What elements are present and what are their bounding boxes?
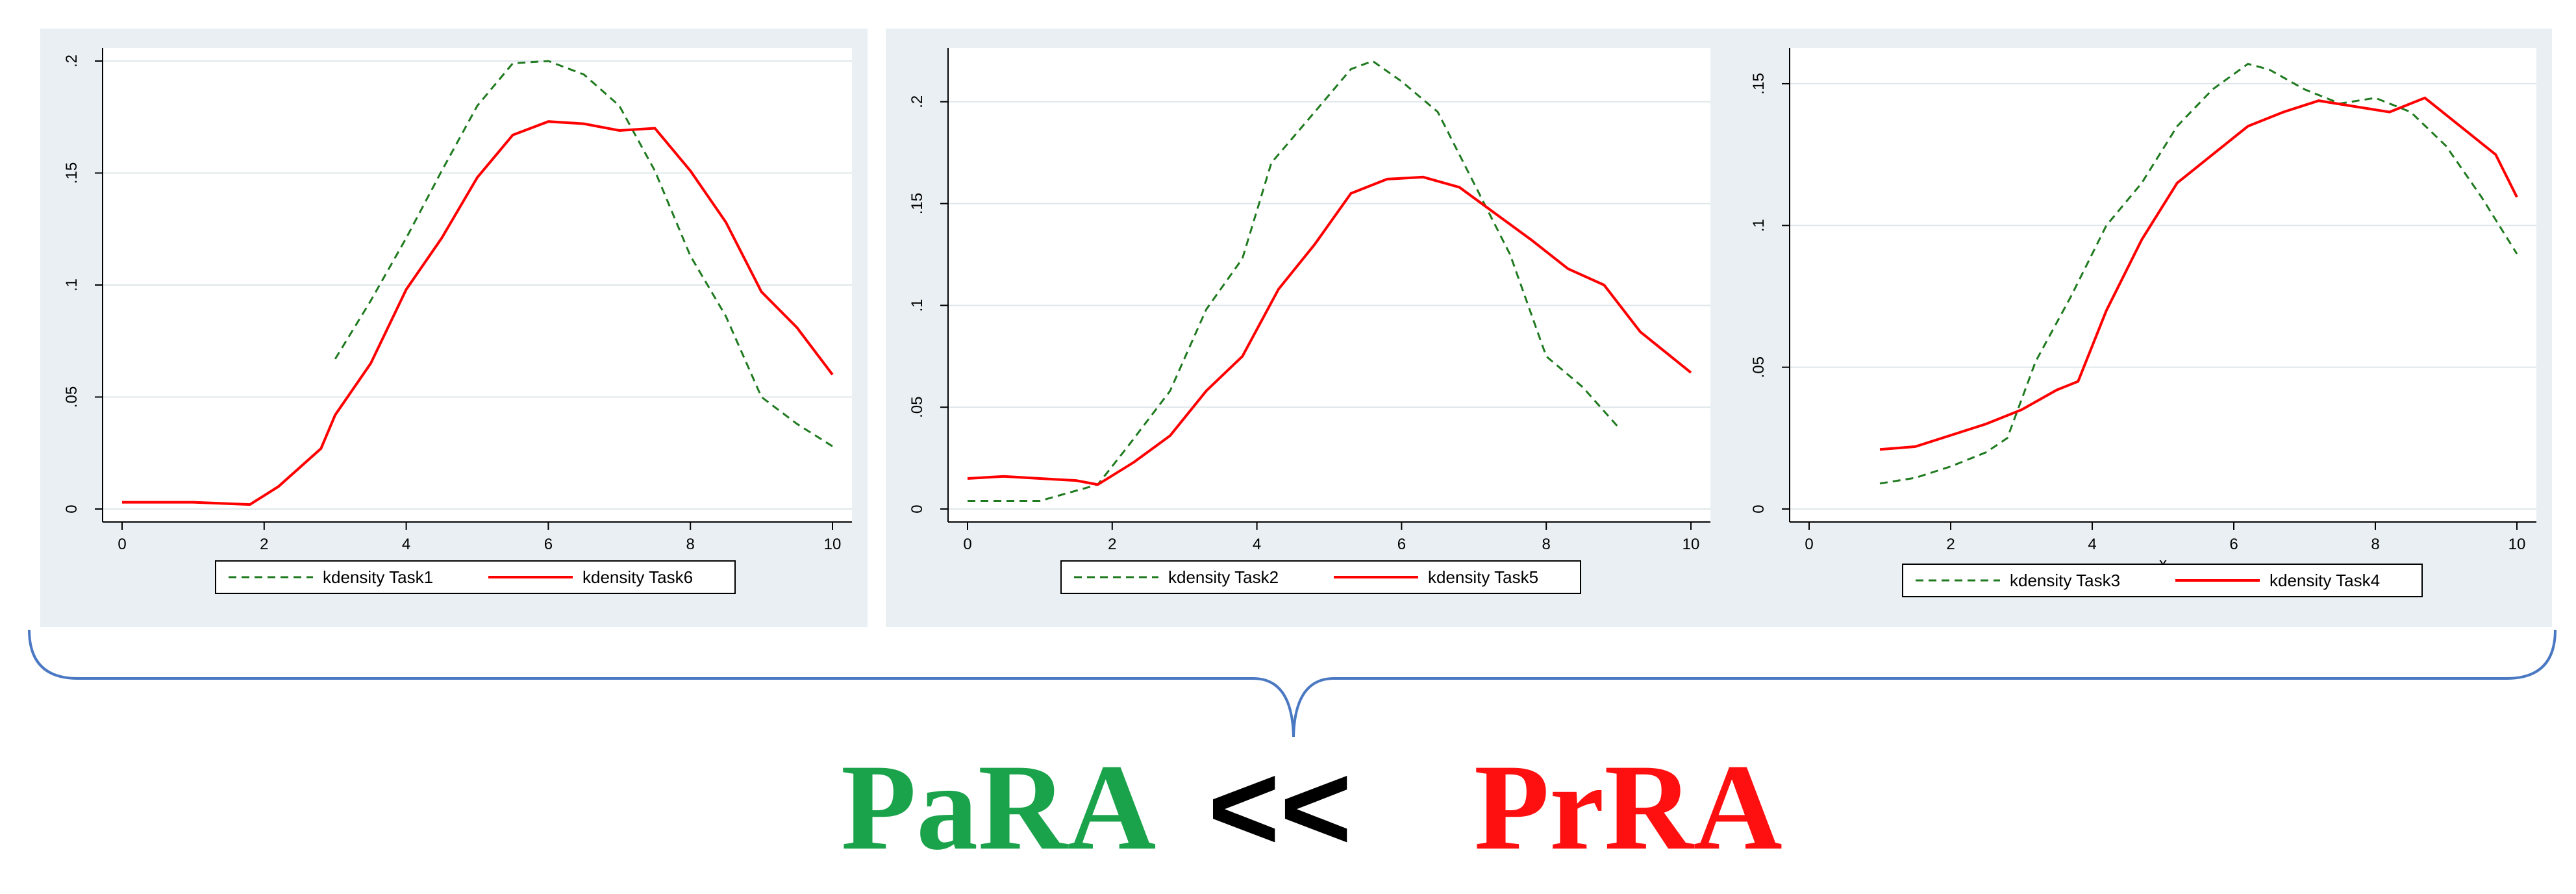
brace-path: [28, 629, 2557, 738]
prra-label: PrRA: [1474, 739, 1782, 876]
legend-label-2: kdensity Task5: [1428, 567, 1538, 587]
legend-label-1: kdensity Task2: [1168, 567, 1279, 587]
x-tick-label: 4: [1253, 536, 1261, 553]
y-tick-label: .05: [63, 386, 81, 408]
x-tick-label: 2: [1946, 536, 1955, 553]
legend-label-1: kdensity Task1: [323, 567, 433, 587]
x-tick-label: 0: [118, 536, 126, 553]
series-line-2: [967, 175, 1692, 486]
x-tick-label: 6: [544, 536, 553, 553]
series-line-2: [1879, 96, 2518, 451]
y-tick-label: 0: [63, 504, 81, 513]
series-line-1: [968, 60, 1619, 502]
chart-panel-3: 0.05.1.150246810xkdensity Task3kdensity …: [1727, 29, 2552, 627]
y-tick-label: .15: [1750, 73, 1768, 94]
y-tick-label: .2: [63, 55, 81, 68]
legend-label-2: kdensity Task4: [2270, 571, 2380, 590]
x-tick-label: 0: [1805, 536, 1813, 553]
x-tick-label: 2: [260, 536, 268, 553]
y-tick-label: .05: [908, 396, 926, 417]
y-tick-label: 0: [1750, 504, 1768, 513]
y-tick-label: .1: [1750, 219, 1768, 232]
y-tick-label: .05: [1750, 356, 1768, 378]
x-tick-label: 10: [1682, 536, 1700, 553]
plot-area: [948, 48, 1710, 522]
chart-2-svg: 0.05.1.15.20246810xkdensity Task2kdensit…: [908, 48, 1710, 594]
y-tick-label: .1: [908, 299, 926, 312]
x-tick-label: 6: [2229, 536, 2238, 553]
x-tick-label: 8: [686, 536, 695, 553]
series-line-1: [1879, 62, 2518, 485]
chart-3-svg: 0.05.1.150246810xkdensity Task3kdensity …: [1750, 48, 2536, 597]
y-tick-label: .1: [63, 279, 81, 292]
x-tick-label: 10: [2508, 536, 2526, 553]
legend-box: [215, 560, 736, 594]
much-less-than-operator: <<: [1208, 739, 1352, 876]
series-line-2: [122, 120, 834, 506]
chart-panel-2: 0.05.1.15.20246810xkdensity Task2kdensit…: [886, 29, 1727, 627]
legend-box: [1060, 560, 1581, 594]
y-tick-label: 0: [908, 504, 926, 513]
legend-label-2: kdensity Task6: [582, 567, 693, 587]
legend-box: [1902, 564, 2423, 597]
para-label: PaRA: [841, 739, 1157, 876]
legend-label-1: kdensity Task3: [2010, 571, 2120, 590]
y-tick-label: .15: [63, 162, 81, 184]
summary-row: PaRA << PrRA: [0, 737, 2576, 880]
x-tick-label: 4: [2088, 536, 2096, 553]
x-tick-label: 4: [402, 536, 410, 553]
series-line-1: [334, 60, 833, 447]
y-tick-label: .2: [908, 95, 926, 108]
y-tick-label: .15: [908, 193, 926, 214]
x-tick-label: 10: [824, 536, 842, 553]
chart-panel-1: 0.05.1.15.20246810xkdensity Task1kdensit…: [40, 29, 868, 627]
x-tick-label: 0: [963, 536, 971, 553]
x-tick-label: 8: [2371, 536, 2379, 553]
x-tick-label: 8: [1542, 536, 1551, 553]
plot-area: [1790, 48, 2536, 522]
x-tick-label: 6: [1397, 536, 1406, 553]
chart-1-svg: 0.05.1.15.20246810xkdensity Task1kdensit…: [63, 48, 852, 594]
x-tick-label: 2: [1108, 536, 1116, 553]
